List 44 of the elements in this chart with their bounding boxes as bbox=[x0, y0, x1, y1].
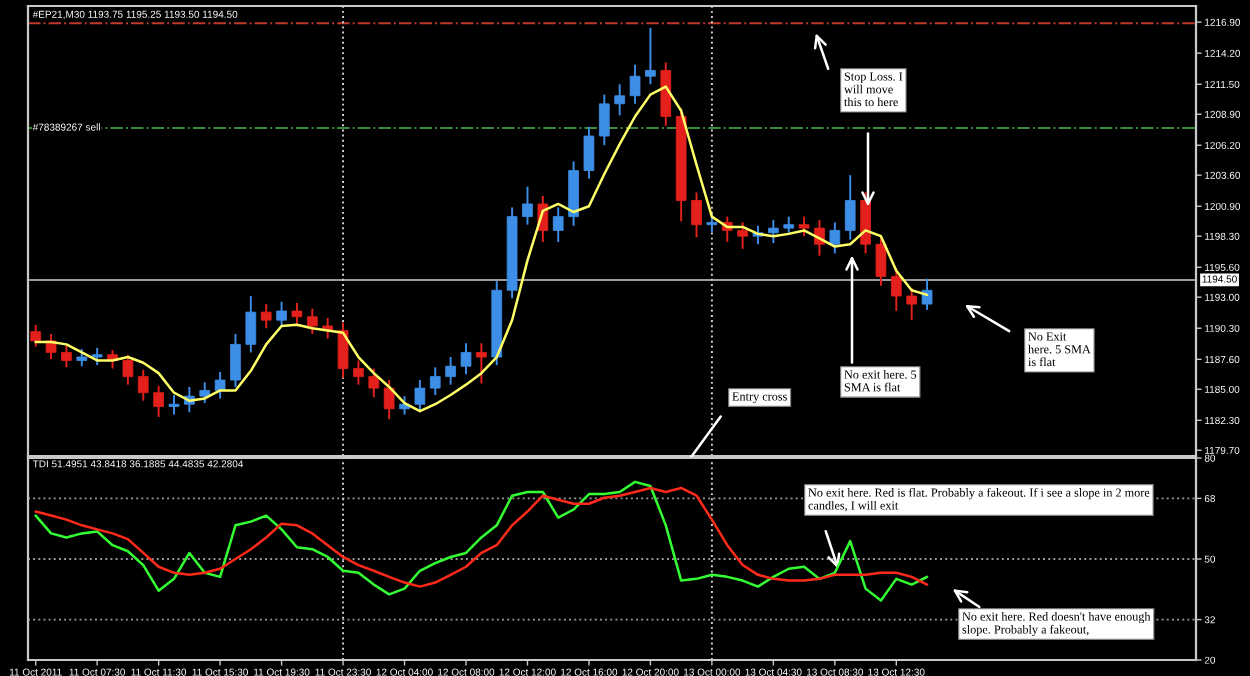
candlestick bbox=[245, 295, 257, 354]
candlestick bbox=[798, 215, 810, 238]
candlestick bbox=[568, 160, 579, 227]
line-series bbox=[34, 486, 929, 588]
candlestick bbox=[153, 384, 164, 418]
candlestick bbox=[61, 344, 72, 369]
candlestick bbox=[768, 219, 779, 245]
candlestick bbox=[137, 368, 149, 402]
line-series bbox=[34, 480, 929, 602]
candlestick bbox=[337, 321, 349, 379]
candlestick bbox=[230, 333, 241, 388]
candlestick bbox=[383, 379, 395, 421]
candlestick bbox=[583, 125, 595, 180]
candlestick bbox=[199, 381, 211, 405]
candlestick bbox=[921, 277, 933, 311]
candlestick bbox=[522, 185, 533, 226]
candlestick bbox=[460, 342, 472, 376]
candlestick bbox=[260, 303, 272, 330]
candlestick bbox=[737, 221, 748, 250]
candlestick bbox=[629, 63, 641, 105]
candlestick bbox=[829, 221, 841, 255]
candlestick bbox=[875, 235, 887, 287]
candlestick bbox=[844, 174, 856, 241]
candlestick bbox=[906, 287, 918, 322]
candlestick bbox=[476, 342, 487, 385]
candlestick bbox=[168, 394, 180, 416]
candlestick bbox=[30, 323, 42, 348]
candlestick bbox=[445, 356, 456, 386]
candlestick bbox=[368, 367, 380, 399]
candlestick bbox=[306, 307, 318, 335]
candlestick bbox=[552, 206, 564, 243]
candlestick bbox=[291, 301, 303, 326]
candlestick bbox=[890, 267, 902, 312]
candlestick bbox=[691, 191, 702, 239]
candlestick bbox=[429, 366, 441, 396]
candlestick bbox=[122, 353, 134, 386]
candlestick bbox=[660, 61, 672, 127]
candlestick bbox=[645, 26, 656, 86]
candlestick bbox=[353, 359, 364, 386]
candlestick bbox=[214, 371, 226, 400]
candlestick bbox=[598, 93, 610, 147]
candlestick bbox=[614, 83, 626, 117]
candlestick bbox=[414, 379, 426, 414]
candlestick bbox=[276, 300, 287, 329]
